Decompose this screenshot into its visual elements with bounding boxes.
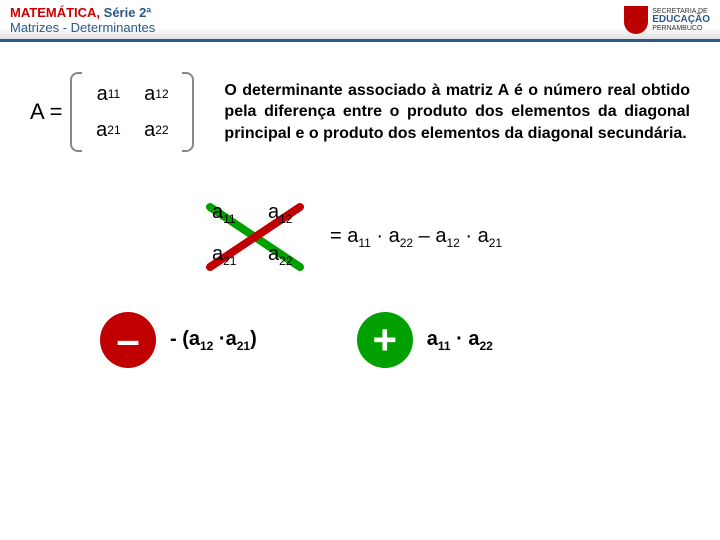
pos-group: + a11 · a22 [357,312,493,368]
d-22: a22 [268,243,292,268]
determinant-diagram: a11 a12 a21 a22 [200,197,310,277]
logo: SECRETARIA DE EDUCAÇÃO PERNAMBUCO [624,6,710,34]
minus-icon: – [100,312,156,368]
cell-21: a21 [84,112,132,148]
logo-small2: PERNAMBUCO [652,25,702,32]
header: MATEMÁTICA, Série 2ª Matrizes - Determin… [0,0,720,42]
content: A = a11 a12 a21 a22 O determinante assoc… [0,42,720,398]
shield-icon [624,6,648,34]
pos-term: a11 · a22 [427,328,493,353]
subtitle: Matrizes - Determinantes [10,20,155,35]
matrix: a11 a12 a21 a22 [70,72,194,152]
cell-22: a22 [132,112,180,148]
top-row: A = a11 a12 a21 a22 O determinante assoc… [30,72,690,152]
formula: = a11 · a22 – a12 · a21 [330,225,502,250]
series-label: Série [104,5,136,20]
subject: MATEMÁTICA, [10,5,100,20]
matrix-label: A = [30,99,62,125]
plus-icon: + [357,312,413,368]
d-21: a21 [212,243,236,268]
matrix-eq: A = a11 a12 a21 a22 [30,72,194,152]
logo-text: SECRETARIA DE EDUCAÇÃO PERNAMBUCO [652,8,710,32]
logo-big: EDUCAÇÃO [652,15,710,25]
neg-term: - (a12 ·a21) [170,328,257,353]
description: O determinante associado à matriz A é o … [224,80,690,145]
bottom-row: – - (a12 ·a21) + a11 · a22 [100,312,690,368]
cell-11: a11 [84,76,132,112]
mid-row: a11 a12 a21 a22 = a11 · a22 – a12 · a21 [200,192,690,282]
series-num: 2ª [139,5,151,20]
desc-text: O determinante associado à matriz A é o … [224,82,690,142]
title-block: MATEMÁTICA, Série 2ª Matrizes - Determin… [10,5,155,35]
title-line1: MATEMÁTICA, Série 2ª [10,5,155,20]
neg-group: – - (a12 ·a21) [100,312,257,368]
d-11: a11 [212,201,236,226]
d-12: a12 [268,201,292,226]
cell-12: a12 [132,76,180,112]
